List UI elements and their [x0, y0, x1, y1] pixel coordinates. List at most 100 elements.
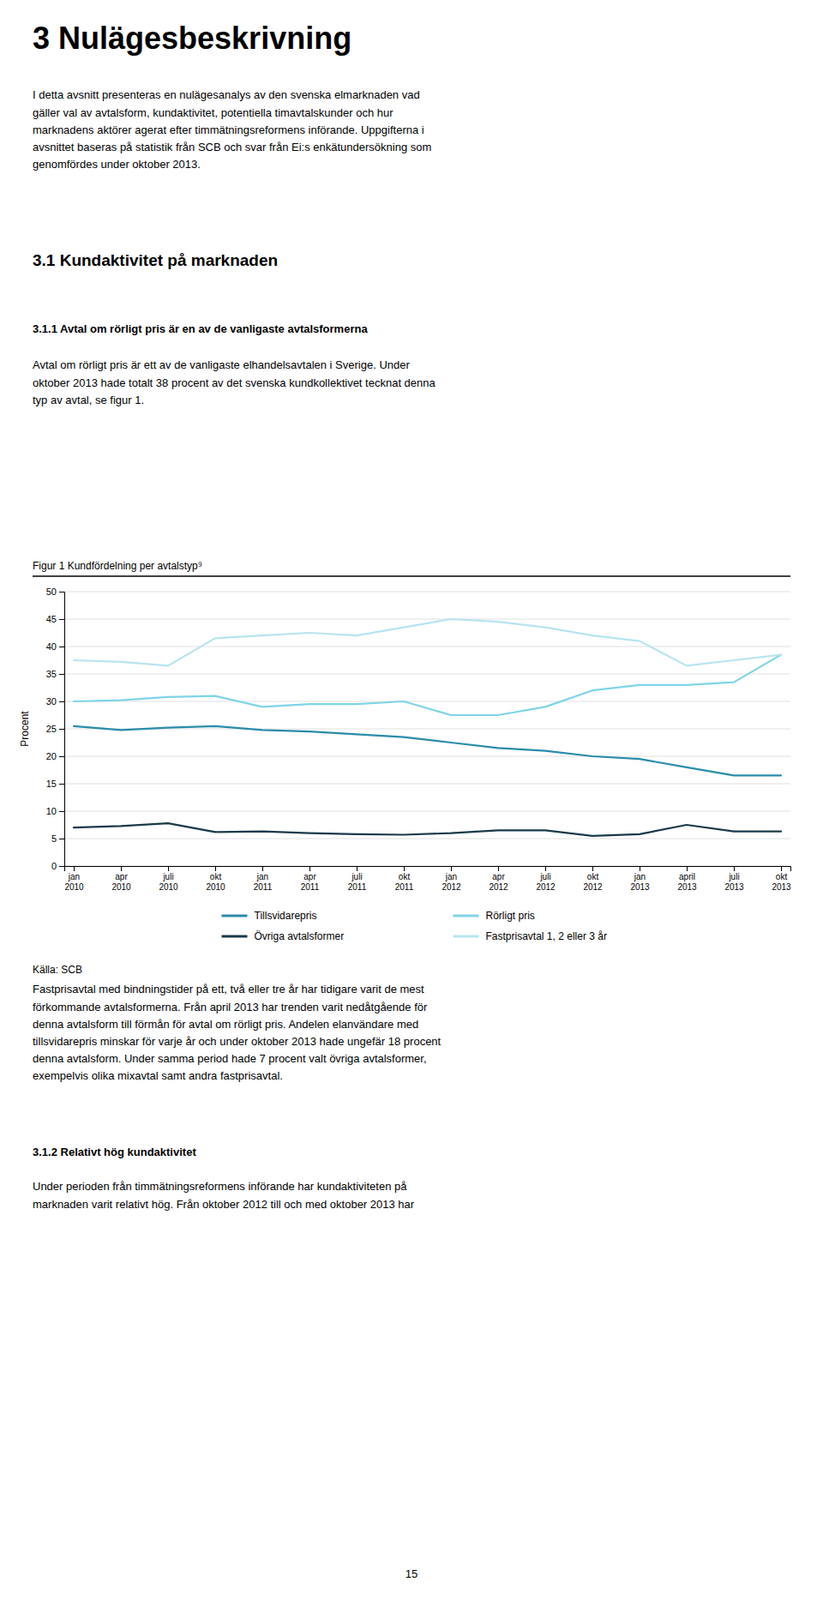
x-tick-label-line: 2010: [205, 882, 226, 892]
body-text: Under perioden från timmätningsreformens…: [32, 1179, 415, 1210]
grid: [64, 591, 791, 866]
x-tick: apr2012: [488, 865, 509, 892]
y-tick-label: 0: [51, 860, 57, 872]
x-tick-mark: [780, 865, 782, 872]
y-tick-mark: [59, 838, 65, 840]
y-tick: 20: [46, 750, 65, 762]
legend-swatch: [222, 935, 248, 938]
x-tick-mark: [309, 865, 311, 872]
x-tick-label-line: 2011: [300, 882, 320, 892]
x-tick-label-line: 2012: [441, 882, 462, 892]
x-tick-mark: [450, 865, 452, 872]
page-number: 15: [405, 1567, 418, 1580]
y-tick-label: 25: [46, 723, 57, 734]
x-tick-label: jan2010: [64, 871, 85, 892]
x-tick-label-line: jan: [633, 871, 646, 882]
body-text-line: marknaden varit relativt hög. Från oktob…: [32, 1197, 415, 1211]
x-tick-label: jan2011: [253, 871, 273, 892]
body-text-line: Under perioden från timmätningsreformens…: [32, 1179, 408, 1193]
x-tick-label-line: okt: [398, 871, 411, 882]
x-tick-label-line: juli: [350, 871, 362, 882]
legend: Tillsvidarepris Rörligt pris Övriga avtals…: [222, 909, 607, 943]
x-tick-label-line: juli: [727, 871, 739, 882]
x-tick: juli2011: [348, 865, 367, 892]
legend-label: Rörligt pris: [486, 909, 535, 922]
body-text-line: exempelvis olika mixavtal samt andra fas…: [32, 1069, 283, 1082]
x-tick: okt2011: [395, 865, 415, 892]
body-text: Fastprisavtal med bindningstider på ett,…: [32, 982, 442, 1082]
x-tick: apr2011: [300, 865, 320, 892]
legend-item: Rörligt pris: [453, 909, 535, 922]
x-tick-label: jan2013: [630, 871, 650, 892]
y-tick: 50: [46, 586, 65, 597]
x-tick-label-line: 2013: [677, 882, 697, 892]
x-tick: apr2010: [111, 865, 132, 892]
body-text-line: förkommande avtalsformerna. Från april 2…: [32, 1000, 428, 1014]
x-tick-mark: [356, 865, 358, 872]
plot: 05101520253035404550jan2010apr2010juli20…: [46, 586, 792, 892]
x-tick-label-line: apr: [114, 871, 128, 882]
grid-line: [64, 838, 791, 840]
legend-item: Tillsvidarepris: [222, 909, 318, 922]
page: 3 NulägesbeskrivningI detta avsnitt pres…: [0, 0, 823, 1600]
x-tick-label-line: okt: [775, 871, 788, 882]
y-tick: 40: [46, 641, 65, 652]
x-tick-label-line: 2011: [253, 882, 273, 892]
x-tick-mark: [262, 865, 264, 872]
intro-body: I detta avsnitt presenteras en nulägesan…: [32, 88, 432, 171]
y-tick-label: 20: [46, 750, 57, 762]
y-tick-mark: [59, 756, 65, 757]
x-tick-label-line: jan: [67, 871, 80, 882]
lines: [73, 618, 781, 836]
body-text: Avtal om rörligt pris är ett av de vanli…: [32, 358, 437, 406]
body-text-line: denna avtalsform. Under samma period had…: [32, 1051, 427, 1065]
x-tick-label-line: 2010: [64, 882, 85, 892]
x-tick-label: juli2010: [158, 871, 179, 892]
series-line: [73, 823, 781, 836]
y-tick-mark: [59, 646, 65, 648]
x-tick-label-line: okt: [587, 871, 600, 882]
x-tick: juli2013: [724, 865, 745, 892]
grid-line: [64, 673, 791, 675]
x-tick-label: apr2011: [300, 871, 320, 892]
x-tick: jan2013: [630, 865, 650, 892]
x-tick-label-line: jan: [256, 871, 269, 882]
subsection-heading: 3.1.2 Relativt hög kundaktivitet: [32, 1145, 197, 1159]
body-text-line: typ av avtal, se figur 1.: [32, 393, 145, 407]
x-tick-mark: [120, 865, 122, 872]
x-tick-mark: [215, 865, 217, 872]
y-tick: 45: [46, 613, 65, 625]
legend-label: Fastprisavtal 1, 2 eller 3 år: [486, 930, 607, 943]
y-tick-mark: [59, 673, 65, 675]
x-axis: jan2010apr2010juli2010okt2010jan2011apr2…: [64, 865, 792, 892]
x-tick-mark: [403, 865, 405, 872]
x-tick-mark: [73, 865, 75, 872]
body-text-line: Fastprisavtal med bindningstider på ett,…: [32, 982, 425, 996]
legend-swatch: [453, 914, 480, 918]
legend-item: Fastprisavtal 1, 2 eller 3 år: [453, 930, 607, 943]
y-tick-label: 45: [46, 613, 57, 625]
x-tick-label: okt2011: [395, 871, 415, 892]
body-text-line: denna avtalsform till förmån för avtal o…: [32, 1017, 419, 1031]
y-tick: 35: [46, 668, 65, 679]
y-axis-line: [59, 592, 66, 867]
x-tick-label: juli2011: [348, 871, 367, 892]
x-tick-label-line: 2013: [724, 882, 745, 892]
x-tick: jan2011: [253, 865, 273, 892]
y-tick: 25: [46, 723, 65, 734]
x-tick-label-line: april: [678, 871, 696, 882]
y-tick: 15: [46, 778, 65, 789]
legend-item: Övriga avtalsformer: [222, 930, 345, 943]
grid-line: [64, 646, 791, 648]
y-tick: 10: [46, 805, 65, 817]
x-tick: jan2010: [64, 865, 85, 892]
grid-line: [64, 756, 791, 757]
x-tick-mark: [592, 865, 594, 872]
x-tick-mark: [733, 865, 735, 872]
x-tick: okt2013: [771, 865, 792, 892]
y-tick-mark: [59, 591, 65, 593]
y-tick-label: 35: [46, 668, 57, 679]
x-tick-label-line: 2013: [771, 882, 792, 892]
x-tick: okt2012: [582, 865, 603, 892]
grid-line: [64, 810, 791, 812]
